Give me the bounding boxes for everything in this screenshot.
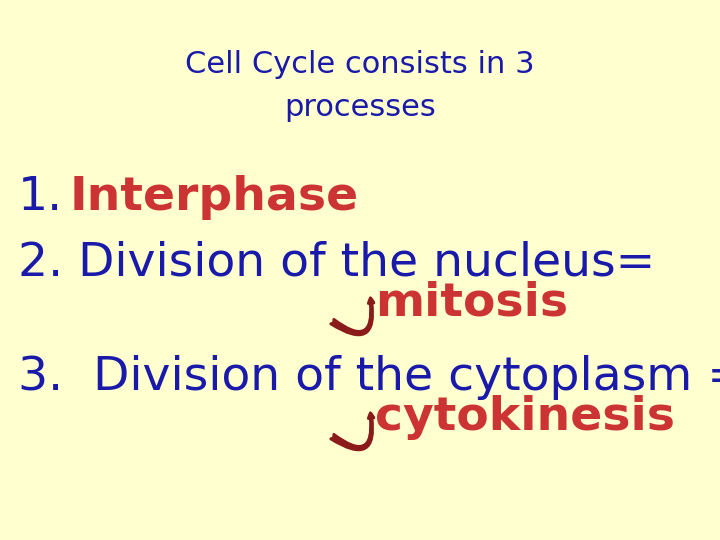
Text: Cell Cycle consists in 3
processes: Cell Cycle consists in 3 processes [185, 50, 535, 122]
Text: 3.  Division of the cytoplasm =: 3. Division of the cytoplasm = [18, 355, 720, 400]
Text: Interphase: Interphase [70, 175, 359, 220]
Text: mitosis: mitosis [375, 280, 568, 325]
Text: 2. Division of the nucleus=: 2. Division of the nucleus= [18, 240, 655, 285]
Text: cytokinesis: cytokinesis [375, 395, 675, 440]
Text: 1.: 1. [18, 175, 63, 220]
